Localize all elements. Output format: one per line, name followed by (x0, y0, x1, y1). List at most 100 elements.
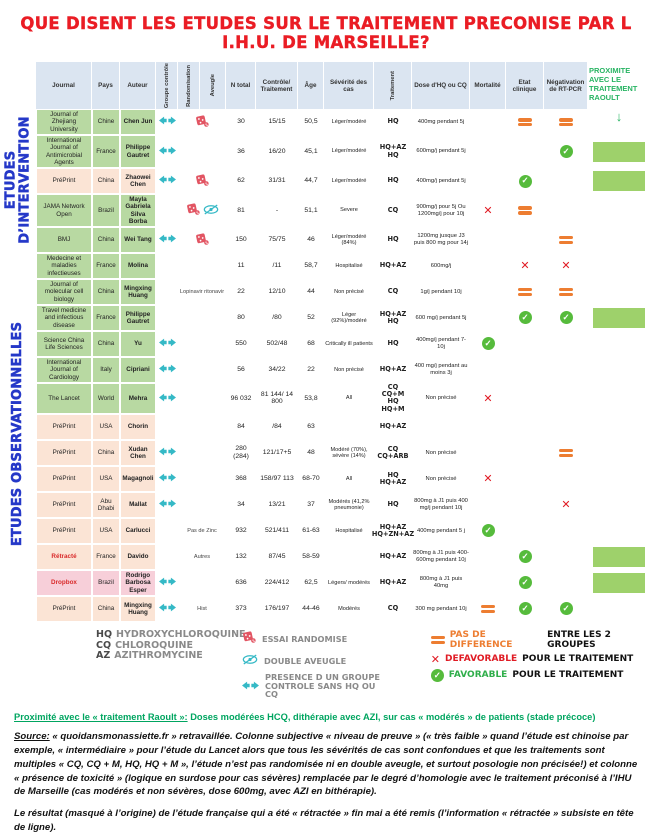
cell-randomisation-aveugle (178, 492, 226, 518)
table-row: The Lancet World Mehra 96 032 81 144/ 14 800… (36, 382, 652, 414)
cell-controle-traitement: /80 (272, 314, 282, 322)
cell-negativation (544, 109, 588, 135)
column-header-auteur: Auteur (120, 62, 156, 110)
cell-groupe-controle (156, 596, 178, 622)
cell-auteur: Xudan Chen (120, 439, 156, 466)
legend-icon-label: DOUBLE AVEUGLE (264, 655, 347, 666)
cell-groupe-controle (156, 194, 178, 227)
legend-result-item: ✓ FAVORABLE POUR LE TRAITEMENT (430, 668, 652, 682)
cell-n-total: 11 (237, 262, 245, 270)
cell-age: 62,5 (304, 579, 318, 587)
column-header-label: Mortalité (474, 82, 501, 90)
cell-negativation (544, 570, 588, 596)
column-header-label: Pays (98, 82, 113, 90)
legend-abbr-item: HQ HYDROXYCHLOROQUINE (96, 628, 246, 641)
legend-result-term: DEFAVORABLE (444, 654, 518, 665)
cell-negativation: ✕ (544, 492, 588, 518)
cell-randomisation-aveugle (178, 109, 226, 135)
cell-pays: Chine (92, 109, 120, 136)
column-header-label: Auteur (127, 82, 148, 90)
cell-auteur: Cipriani (120, 356, 156, 383)
cell-mortalite (470, 135, 506, 168)
cell-severite: Légers/ modérés (328, 579, 370, 586)
cell-dose: 1g/j pendant 10j (420, 288, 462, 295)
cell-auteur: Zhaowei Chen (120, 168, 156, 195)
cell-pays: World (92, 382, 120, 414)
x-icon: ✕ (483, 472, 493, 486)
cell-dose: 600mg/j pendant 5j (416, 148, 466, 155)
cell-groupe-controle (156, 518, 178, 544)
cell-age: 37 (307, 501, 315, 509)
traitement-line: HQ (387, 117, 399, 126)
cell-negativation (544, 466, 588, 492)
cell-pays: Italy (92, 356, 120, 383)
legend-result-term: PAS DE DIFFERENCE (449, 629, 513, 650)
cell-auteur: Mayla Gabriela Silva Borba (120, 194, 156, 227)
proximite-note-label: Proximité avec le « traitement Raoult »: (14, 711, 188, 722)
cell-traitement: HQ+AZ (374, 253, 412, 279)
control-note: Pas de Zinc (187, 527, 217, 534)
cell-groupe-controle (156, 544, 178, 570)
table-row: PréPrint USA Carlucci Pas de Zinc 932 521/411… (36, 517, 652, 544)
table-grid: Journal Pays Auteur Groupe contrôle Randomis… (36, 62, 652, 622)
cell-mortalite: ✓ (470, 518, 506, 544)
cell-age: 51,1 (304, 206, 318, 214)
cell-negativation: ✓ (544, 135, 588, 168)
cell-severite: Léger/modéré (331, 118, 367, 125)
source-label: Source: (14, 730, 50, 742)
table-row: Rétracté France Davido Autres 132 87/45 58-59 H… (36, 543, 652, 570)
cell-etat-clinique: ✓ (506, 570, 544, 596)
equals-icon (559, 448, 573, 459)
column-header-label: PROXIMITE AVEC LE TRAITEMENT RAOULT (589, 66, 638, 102)
cell-controle-traitement: 75/75 (268, 236, 286, 244)
cell-etat-clinique (506, 518, 544, 544)
x-icon: ✕ (483, 204, 493, 217)
cell-age: 58,7 (304, 262, 318, 270)
legend-abbr-code: HQ (96, 628, 113, 640)
cell-proximite (588, 440, 650, 466)
column-header-dose: Dose d'HQ ou CQ (412, 62, 470, 110)
cell-n-total: 30 (237, 118, 245, 126)
cell-randomisation-aveugle (178, 305, 226, 331)
cell-negativation (544, 414, 588, 440)
randomized-dice-icon (195, 173, 209, 189)
infographic-page: QUE DISENT LES ETUDES SUR LE TRAITEMENT … (3, 13, 652, 834)
cell-proximite (588, 596, 650, 622)
cell-pays: Brazil (92, 194, 120, 227)
legend-result-term: FAVORABLE (448, 670, 508, 681)
column-header-randomisation: Randomisation (178, 62, 200, 110)
traitement-line: CQ (387, 382, 399, 391)
cell-proximite (588, 518, 650, 544)
cell-pays: France (92, 304, 120, 331)
column-header-mortalite: Mortalité (470, 62, 506, 110)
page-title: QUE DISENT LES ETUDES SUR LE TRAITEMENT … (20, 14, 632, 52)
legend-icon-item: DOUBLE AVEUGLE (242, 652, 389, 670)
legend-result-item: ✕ DEFAVORABLE POUR LE TRAITEMENT (431, 654, 652, 665)
table-row: Travel medicine and infectious disease Fr… (36, 304, 652, 331)
cell-traitement: HQ (374, 492, 412, 518)
cell-etat-clinique (506, 414, 544, 440)
cell-randomisation-aveugle (178, 440, 226, 466)
cell-traitement: HQ+AZ (374, 357, 412, 383)
legend-abbr-name: AZITHROMYCINE (114, 650, 203, 662)
cell-etat-clinique: ✓ (506, 168, 544, 194)
cell-journal: PréPrint (36, 595, 92, 622)
cell-groupe-controle (156, 570, 178, 596)
cell-severite: Severe (340, 207, 358, 214)
cell-mortalite (470, 305, 506, 331)
cell-dose: 800mg à J1 puis 40mg (419, 576, 463, 589)
equals-icon (518, 117, 532, 128)
traitement-line: HQ (387, 397, 399, 406)
blind-eye-icon (242, 652, 258, 670)
equals-icon (559, 117, 573, 128)
legend-abbr-code: CQ (96, 639, 112, 651)
legend-result-rest: POUR LE TRAITEMENT (512, 670, 624, 681)
table-row: PréPrint Abu Dhabi Mallat 34 13/21 37 Modérés … (36, 491, 652, 518)
cell-journal: PréPrint (36, 439, 92, 466)
cell-etat-clinique (506, 194, 544, 227)
legend-icon-label: PRESENCE D UN GROUPE CONTROLE SANS HQ OU… (265, 671, 380, 700)
cell-mortalite (470, 168, 506, 194)
cell-randomisation-aveugle: Autres (178, 544, 226, 570)
cell-traitement: HQ (374, 168, 412, 194)
cell-proximite (588, 305, 650, 331)
